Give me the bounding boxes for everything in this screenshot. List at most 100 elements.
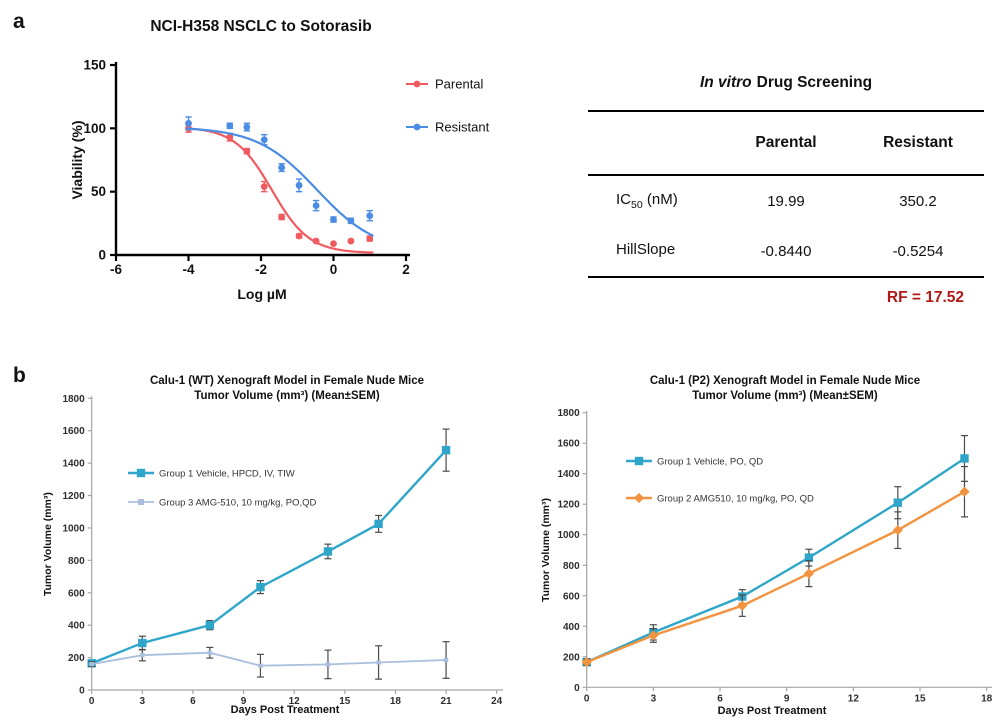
data-point-marker [374,519,383,529]
series-group-1-vehicle-po-qd [582,434,969,667]
data-point-marker [648,630,659,641]
table-rule-top [588,110,984,112]
chart-title-line1: Calu-1 (WT) Xenograft Model in Female Nu… [150,375,424,387]
dose-response-chart: -6 -4 -2 0 2 0 50 100 150 NCI-H358 NSCLC to Sotor… [69,18,490,302]
series-line [586,457,966,664]
x-tick-label: 6 [190,696,196,707]
fit-curve [186,127,374,254]
data-point-marker [325,662,331,667]
series-line [586,490,966,664]
series-group-3-amg-510-10-mg-kg-po-qd [88,641,450,680]
data-point-marker [330,216,337,223]
x-tick-label: 0 [330,262,338,277]
data-point-marker [260,136,268,144]
table-rule-bottom [588,276,984,278]
y-tick-label: 0 [98,248,106,263]
dose-chart-title: NCI-H358 NSCLC to Sotorasib [150,18,371,35]
ic50-parental-value: 19.99 [767,192,805,210]
data-point-marker [260,183,268,191]
y-tick-label: 600 [563,591,580,602]
ic50-resistant-value: 350.2 [899,192,937,210]
x-axis-title: Days Post Treatment [231,704,340,716]
x-tick-label: 0 [584,693,590,704]
data-point-marker [278,213,286,221]
data-point-marker [441,445,451,455]
data-point-marker [205,620,215,630]
y-tick-label: 1600 [62,426,85,437]
data-point-marker [312,202,320,210]
data-point-marker [960,454,969,463]
legend-label-group-3-amg-510-10-mg-kg-po-qd: Group 3 AMG-510, 10 mg/kg, PO,QD [159,498,316,509]
x-tick-label: -4 [182,262,194,277]
data-point-marker [581,657,592,668]
y-tick-label: 150 [83,58,106,73]
y-tick-label: 50 [91,184,106,199]
y-axis-title: Viability (%) [69,120,85,199]
data-point-marker [295,232,303,240]
x-tick-label: 18 [390,696,402,707]
series-group-1-vehicle-hpcd-iv-tiw [87,428,451,668]
x-tick-label: 15 [339,696,351,707]
y-tick-label: 1400 [62,459,85,470]
legend-label-resistant: Resistant [435,120,490,135]
series-group-2-amg510-10-mg-kg-po-qd [581,465,970,668]
data-point-marker [226,122,234,130]
hillslope-resistant-value: -0.5254 [892,242,944,260]
series-resistant [185,116,374,237]
x-axis-title: Log µM [237,286,286,302]
x-tick-label: 2 [402,262,410,277]
y-tick-label: 1000 [62,523,85,534]
row-label-ic50: IC50 (nM) [616,191,678,211]
x-tick-label: 15 [914,693,926,704]
y-tick-label: 1800 [62,394,85,405]
table-row-hillslope: HillSlope -0.8440 -0.5254 [588,226,984,276]
data-point-marker [892,525,903,536]
data-point-marker [366,212,374,220]
y-tick-label: 0 [79,686,85,697]
x-tick-label: -2 [255,262,267,277]
data-point-marker [138,499,144,505]
legend-label-group-1-vehicle-hpcd-iv-tiw: Group 1 Vehicle, HPCD, IV, TIW [159,469,295,480]
legend-label-group-1-vehicle-po-qd: Group 1 Vehicle, PO, QD [657,457,763,468]
fit-curve [186,127,374,237]
y-tick-label: 0 [574,683,580,694]
x-tick-label: 6 [717,693,723,704]
data-point-marker [256,582,265,592]
data-point-marker [207,650,213,655]
data-point-marker [140,652,145,658]
data-point-marker [804,553,814,562]
x-tick-label: 21 [441,696,453,707]
panel-b-label: b [13,364,26,387]
axes [586,410,992,688]
data-point-marker [278,164,286,172]
hillslope-parental-value: -0.8440 [760,242,812,260]
axes [114,62,410,257]
data-point-marker [138,638,147,648]
x-tick-label: 12 [848,693,860,704]
data-point-marker [634,456,644,466]
data-point-marker [185,119,192,127]
header-parental: Parental [755,134,817,151]
data-point-marker [803,568,815,579]
x-tick-label: 0 [89,696,95,707]
table-row-ic50: IC50 (nM) 19.99 350.2 [588,176,984,226]
x-tick-label: 18 [981,693,993,704]
data-point-marker [312,237,320,245]
data-point-marker [89,661,94,667]
invitro-title: In vitro Drug Screening [588,56,984,110]
x-axis-title: Days Post Treatment [718,705,827,717]
x-tick-label: 12 [289,696,301,707]
y-tick-label: 400 [563,622,580,633]
data-point-marker [413,123,421,131]
invitro-table: In vitro Drug Screening Parental Resista… [588,56,984,307]
axes [91,396,503,691]
data-point-marker [376,660,381,665]
header-resistant: Resistant [883,134,953,151]
data-point-marker [295,181,303,189]
y-tick-label: 1600 [557,439,580,450]
legend-label-group-2-amg510-10-mg-kg-po-qd: Group 2 AMG510, 10 mg/kg, PO, QD [657,494,814,505]
data-point-marker [366,235,374,242]
y-tick-label: 1800 [557,408,580,419]
